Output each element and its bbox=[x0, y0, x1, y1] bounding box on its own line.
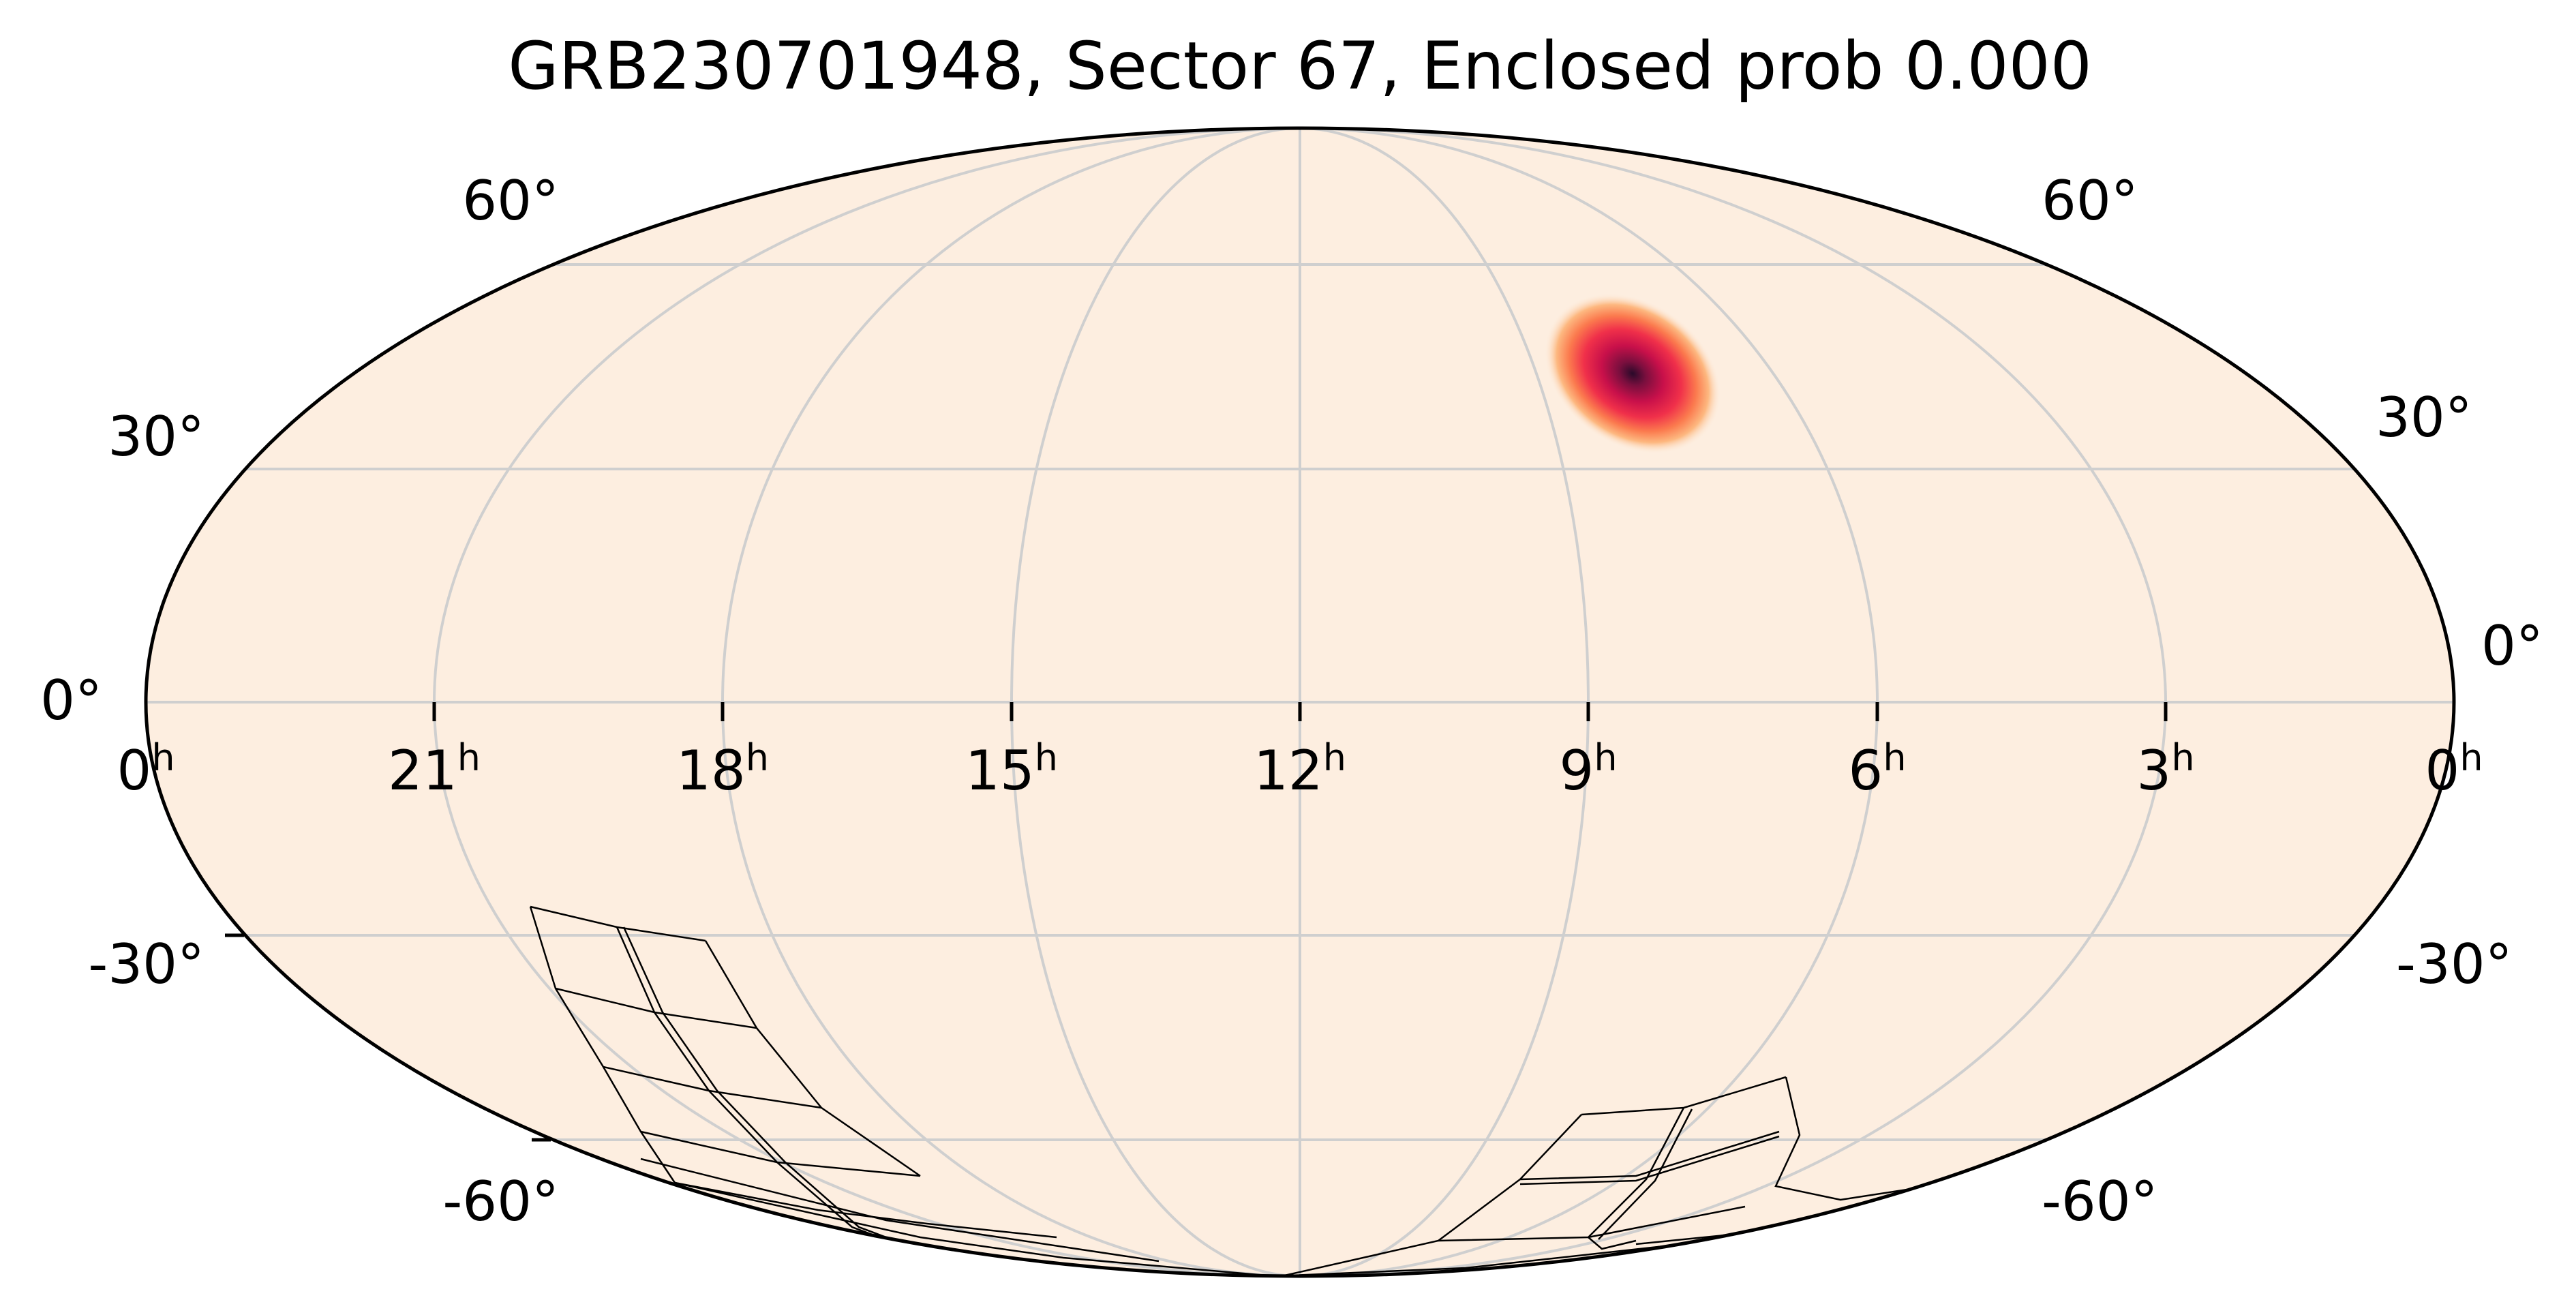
ra-tick-marks bbox=[432, 702, 2168, 721]
ra-label-3h: 3h bbox=[2136, 736, 2194, 802]
dec-labels-right: 60° 30° 0° -30° -60° bbox=[2042, 169, 2543, 1233]
plot-title: GRB230701948, Sector 67, Enclosed prob 0… bbox=[508, 28, 2092, 104]
sky-boundary bbox=[144, 126, 2456, 1278]
dec-label-m30-left: -30° bbox=[88, 933, 204, 996]
ra-label-18h: 18h bbox=[676, 736, 769, 802]
dec-tick-marks bbox=[225, 933, 551, 1142]
dec-label-m30-right: -30° bbox=[2396, 933, 2513, 996]
ra-label-0h-right: 0h bbox=[2425, 736, 2483, 802]
ra-label-15h: 15h bbox=[965, 736, 1058, 802]
dec-label-60-right: 60° bbox=[2042, 169, 2138, 232]
ra-label-0h-left: 0h bbox=[117, 736, 175, 802]
dec-labels-left: 60° 30° 0° -30° -60° bbox=[40, 169, 559, 1233]
ra-label-21h: 21h bbox=[388, 736, 481, 802]
dec-label-60-left: 60° bbox=[462, 169, 559, 232]
ra-label-12h: 12h bbox=[1254, 736, 1346, 802]
dec-label-30-left: 30° bbox=[108, 405, 204, 468]
dec-label-m60-right: -60° bbox=[2042, 1170, 2158, 1233]
ra-label-9h: 9h bbox=[1559, 736, 1617, 802]
dec-label-0-right: 0° bbox=[2481, 614, 2543, 678]
probability-localization bbox=[1544, 293, 1721, 454]
dec-label-m60-left: -60° bbox=[442, 1170, 559, 1233]
dec-label-30-right: 30° bbox=[2376, 386, 2472, 449]
sector-footprint-left bbox=[529, 905, 1275, 1276]
ra-labels: 0h 21h 18h 15h 12h 9h 6h 3h 0h bbox=[117, 736, 2483, 802]
ra-label-6h: 6h bbox=[1848, 736, 1906, 802]
dec-label-0-left: 0° bbox=[40, 669, 102, 732]
